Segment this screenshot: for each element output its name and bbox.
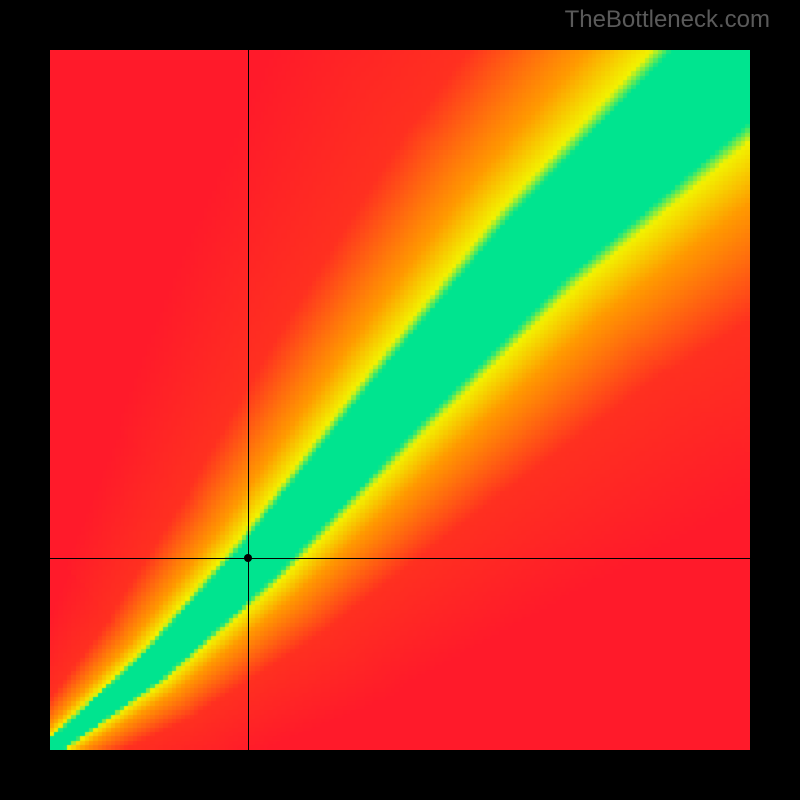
watermark: TheBottleneck.com [565,6,770,34]
heatmap-canvas [50,50,750,750]
crosshair-marker [244,554,252,562]
bottleneck-heatmap [50,50,750,750]
crosshair-vertical [248,50,249,750]
crosshair-horizontal [50,558,750,559]
